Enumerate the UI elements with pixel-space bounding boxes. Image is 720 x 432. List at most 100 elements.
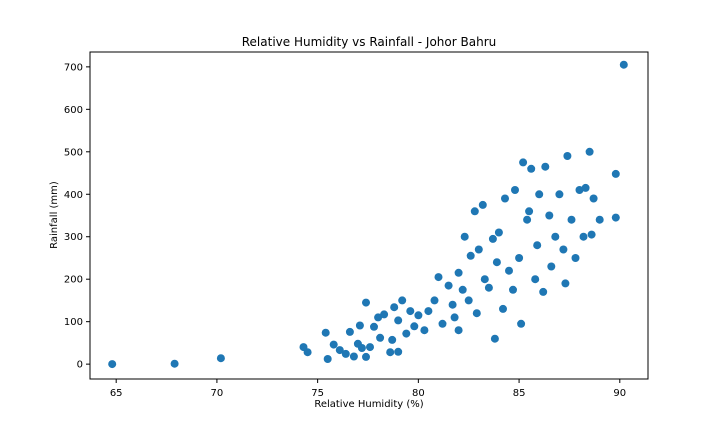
data-point bbox=[380, 310, 389, 319]
data-point bbox=[402, 329, 411, 338]
data-point bbox=[563, 152, 572, 160]
y-tick-label: 600 bbox=[64, 105, 83, 116]
data-point bbox=[366, 343, 374, 352]
data-point bbox=[430, 296, 439, 305]
data-point bbox=[571, 254, 580, 262]
data-point bbox=[388, 335, 397, 344]
data-point bbox=[515, 254, 524, 262]
y-tick-label: 300 bbox=[64, 232, 83, 243]
data-point bbox=[567, 215, 576, 224]
data-point bbox=[541, 162, 550, 171]
data-point bbox=[374, 313, 383, 322]
data-point bbox=[410, 322, 419, 331]
data-point bbox=[398, 296, 407, 305]
data-point bbox=[362, 352, 370, 361]
data-point bbox=[370, 322, 378, 331]
data-point bbox=[454, 326, 463, 335]
data-point bbox=[561, 279, 570, 288]
data-point bbox=[545, 211, 554, 220]
chart-title: Relative Humidity vs Rainfall - Johor Ba… bbox=[242, 35, 496, 49]
data-point bbox=[329, 340, 338, 349]
data-point bbox=[488, 234, 497, 243]
data-point bbox=[505, 266, 513, 275]
data-point bbox=[619, 60, 628, 69]
y-tick-label: 400 bbox=[64, 190, 83, 201]
data-point bbox=[376, 333, 385, 342]
data-point bbox=[517, 319, 526, 328]
data-point bbox=[434, 273, 443, 282]
data-point bbox=[424, 307, 433, 316]
data-point bbox=[547, 262, 556, 271]
y-tick-label: 500 bbox=[64, 147, 83, 158]
data-point bbox=[535, 190, 544, 199]
data-point bbox=[531, 275, 540, 284]
data-point bbox=[499, 304, 507, 313]
data-point bbox=[444, 281, 453, 290]
data-point bbox=[484, 283, 493, 292]
data-point bbox=[394, 347, 403, 356]
data-point bbox=[349, 352, 358, 361]
data-point bbox=[345, 327, 354, 336]
data-point bbox=[509, 285, 517, 294]
data-point bbox=[448, 300, 457, 309]
y-axis: 0 100 200 300 400 500 600 700 bbox=[64, 62, 90, 371]
data-point bbox=[587, 230, 596, 239]
data-point bbox=[470, 207, 479, 216]
y-axis-title: Rainfall (mm) bbox=[49, 181, 60, 249]
data-point bbox=[595, 215, 604, 224]
data-point bbox=[454, 268, 463, 277]
data-point bbox=[525, 207, 534, 216]
x-tick-label: 65 bbox=[110, 388, 123, 399]
data-point bbox=[108, 360, 117, 369]
y-tick-label: 0 bbox=[77, 360, 83, 371]
data-point bbox=[438, 319, 447, 328]
data-point bbox=[335, 346, 344, 355]
data-point bbox=[450, 313, 459, 322]
data-point bbox=[323, 355, 332, 363]
x-tick-label: 70 bbox=[211, 388, 224, 399]
data-point bbox=[579, 232, 588, 241]
data-point bbox=[466, 251, 475, 260]
data-point bbox=[460, 232, 469, 241]
data-point bbox=[539, 287, 548, 296]
y-tick-label: 100 bbox=[64, 317, 83, 328]
data-point bbox=[216, 354, 225, 363]
data-point bbox=[355, 321, 364, 330]
x-tick-label: 90 bbox=[613, 388, 626, 399]
data-point bbox=[575, 186, 584, 194]
plot-frame bbox=[89, 51, 649, 380]
data-point bbox=[501, 194, 509, 203]
data-point bbox=[490, 334, 499, 343]
data-point bbox=[406, 307, 415, 316]
data-point bbox=[585, 147, 594, 156]
data-point bbox=[472, 309, 481, 318]
data-point bbox=[464, 296, 473, 305]
y-tick-label: 200 bbox=[64, 275, 83, 286]
x-tick-label: 75 bbox=[311, 388, 324, 399]
data-point bbox=[611, 213, 620, 222]
data-point bbox=[494, 228, 503, 237]
data-point bbox=[523, 215, 532, 224]
data-points bbox=[108, 60, 628, 369]
data-point bbox=[321, 328, 330, 337]
data-point bbox=[559, 245, 568, 254]
data-point bbox=[611, 169, 620, 178]
y-tick-label: 700 bbox=[64, 62, 83, 73]
data-point bbox=[474, 245, 483, 254]
data-point bbox=[492, 258, 501, 267]
data-point bbox=[555, 190, 564, 199]
data-point bbox=[390, 303, 399, 312]
x-axis-title: Relative Humidity (%) bbox=[314, 399, 423, 410]
data-point bbox=[170, 359, 179, 368]
data-point bbox=[394, 316, 403, 325]
data-point bbox=[551, 232, 560, 241]
data-point bbox=[478, 200, 487, 209]
data-point bbox=[581, 183, 590, 192]
data-point bbox=[362, 298, 370, 307]
data-point bbox=[519, 158, 528, 167]
data-point bbox=[341, 349, 350, 358]
x-tick-label: 80 bbox=[412, 388, 425, 399]
data-point bbox=[527, 164, 536, 173]
x-tick-label: 85 bbox=[513, 388, 526, 399]
